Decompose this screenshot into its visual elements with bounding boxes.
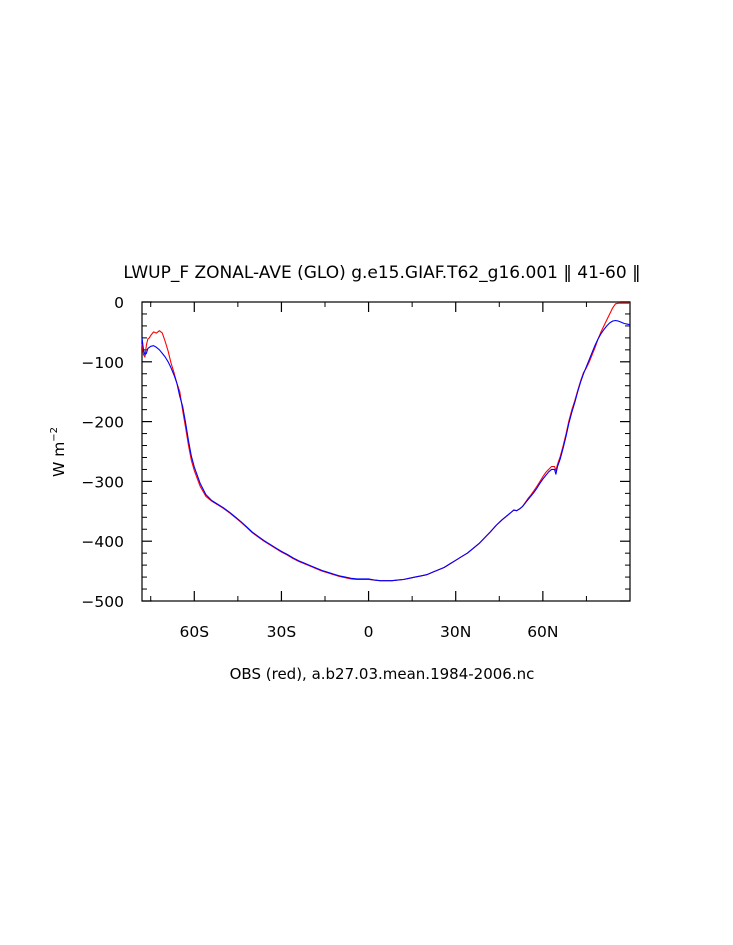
x-tick-label: 30S bbox=[267, 623, 297, 641]
y-tick-labels: 0 −100 −200 −300 −400 −500 bbox=[81, 294, 124, 611]
minor-ticks bbox=[142, 302, 630, 601]
x-tick-label: 60N bbox=[527, 623, 558, 641]
x-tick-labels: 60S 30S 0 30N 60N bbox=[180, 623, 559, 641]
y-axis-label-base: W m bbox=[50, 442, 68, 477]
x-axis-label: OBS (red), a.b27.03.mean.1984-2006.nc bbox=[230, 665, 535, 683]
x-tick-label: 30N bbox=[440, 623, 471, 641]
y-tick-label: −200 bbox=[81, 414, 124, 432]
x-tick-label: 60S bbox=[180, 623, 210, 641]
series-lines bbox=[141, 302, 631, 582]
x-tick-label: 0 bbox=[364, 623, 374, 641]
y-axis-label: W m−2 bbox=[49, 427, 68, 477]
y-tick-label: −400 bbox=[81, 533, 124, 551]
y-tick-label: −300 bbox=[81, 473, 124, 491]
major-ticks bbox=[142, 301, 630, 602]
obs-series-line bbox=[141, 302, 630, 582]
y-tick-label: 0 bbox=[114, 294, 124, 312]
plot-frame bbox=[141, 301, 631, 602]
model-series-line bbox=[141, 319, 631, 582]
y-axis-label-exponent: −2 bbox=[49, 427, 60, 442]
y-tick-label: −500 bbox=[81, 593, 124, 611]
chart-title: LWUP_F ZONAL-AVE (GLO) g.e15.GIAF.T62_g1… bbox=[123, 263, 640, 283]
y-tick-label: −100 bbox=[81, 354, 124, 372]
